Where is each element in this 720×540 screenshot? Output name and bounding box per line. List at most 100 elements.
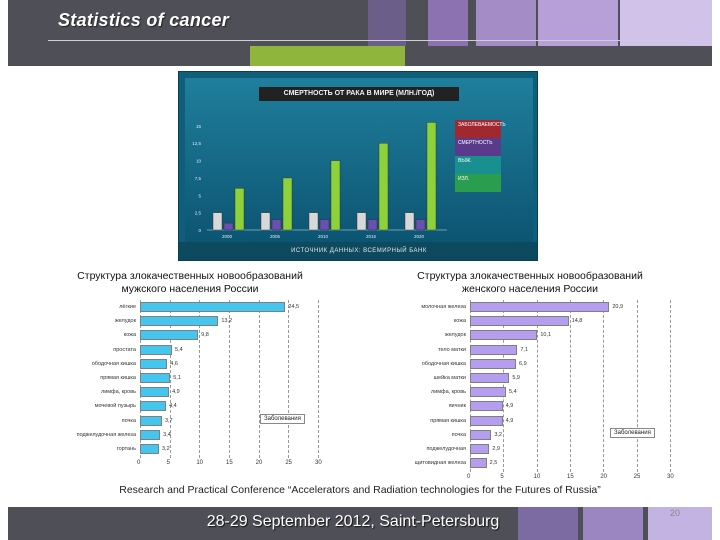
bar-value-label: 5,4 [509,389,517,396]
x-tick-label: 20 [255,460,263,467]
bar-category-label: шейка матки [433,375,466,381]
main-chart-legend: ЗАБОЛЕВАЕМОСТЬ СМЕРТНОСТЬ ВЫЖ. ИЗЛ. [455,120,506,192]
y-tick-label: 12,5 [192,141,201,146]
x-tick-label: 5 [500,474,504,481]
bar-category-label: ободочная кишка [91,360,136,367]
bar [140,429,161,440]
x-tick-label: 25 [633,474,641,481]
x-tick-label: 5 [166,460,170,467]
bar-category-label: гортань [116,446,136,452]
header-band: Statistics of cancer [8,0,712,66]
y-tick-label: 0 [198,228,201,233]
gridline [536,300,538,473]
bar [140,330,199,341]
bar-category-label: поджелудочная железа [76,431,136,438]
x-tick-label: 2020 [414,234,425,239]
bar-value-label: 14,8 [571,318,583,325]
x-tick-label: 20 [600,474,608,481]
right-chart-subtitle: Структура злокачественных новообразовани… [417,270,643,295]
main-bar [378,143,389,231]
footer-date: 28-29 September 2012, Saint-Petersburg [206,513,500,530]
bar [470,302,610,312]
bar-value-label: 2,9 [492,446,500,452]
main-bar [260,212,271,231]
bar-value-label: 10,1 [540,332,552,339]
bar [470,316,569,327]
bar-category-label: кожа [123,332,136,339]
bar-value-label: 3,2 [494,431,502,438]
x-tick-label: 2010 [318,234,329,239]
bar [470,415,503,426]
bar-category-label: ободочная кишка [421,360,466,367]
chart-legend: Заболевания [610,428,655,439]
bar-category-label: прямая кишка [100,375,136,381]
female-cancer-chart: 0 5 10 15 20 25 30 молочная железа 20,9 кожа 14,8 ж… [390,300,690,480]
x-tick-label: 2015 [366,234,377,239]
accent-bar [250,46,405,66]
bar [470,373,510,383]
bar-value-label: 3,2 [161,446,170,452]
main-chart-source: ИСТОЧНИК ДАННЫХ: ВСЕМИРНЫЙ БАНК [179,242,537,260]
bar-value-label: 5,9 [512,375,520,381]
main-bar [282,177,293,231]
x-tick-label: 30 [315,460,322,467]
main-bar [223,222,234,231]
bar-category-label: почка [121,417,136,424]
bar-value-label: 24,5 [288,304,300,310]
gridline [258,300,260,459]
bar [140,373,171,383]
bar [140,444,159,454]
bar-category-label: мочевой пузырь [94,403,136,410]
main-bar [234,188,245,231]
legend-item: СМЕРТНОСТЬ [455,138,501,156]
bar [140,401,167,412]
bar-category-label: простата [113,346,136,353]
gridline [503,300,505,473]
bar [470,401,503,412]
bar-category-label: лёгкие [119,304,136,310]
bar [470,458,487,469]
x-tick-label: 2000 [222,234,233,239]
legend-item: ИЗЛ. [455,174,501,192]
main-bar [212,212,223,231]
main-bar [330,160,341,231]
bar-category-label: почка [451,431,466,438]
bar-value-label: 4,9 [505,403,514,410]
main-chart-plot: 0 2,5 5 7,5 10 12,5 15 2000 2005 2010 2015 2020 [192,122,447,239]
main-bar [367,219,378,231]
x-tick-label: 2005 [270,234,281,239]
bar [470,444,490,454]
conference-title: Research and Practical Conference “Accel… [119,484,601,496]
y-tick-label: 7,5 [195,176,202,181]
gridline [288,300,290,459]
bar-category-label: кожа [453,318,466,325]
bar-category-label: поджелудочная [426,446,466,452]
x-tick-label: 15 [567,474,574,481]
gridline [318,300,319,459]
bar [140,302,286,312]
y-tick-label: 15 [196,124,202,129]
main-bar [404,212,415,231]
gridline [636,300,638,473]
bar-category-label: яичник [448,403,466,410]
x-tick-label: 25 [285,460,293,467]
gridline [229,300,230,459]
bar-value-label: 4,9 [172,389,180,396]
male-cancer-chart: 0 5 10 15 20 25 30 лёгкие 24,5 желудок 13,2 кожа 9,8… [50,300,340,470]
main-chart-title: СМЕРТНОСТЬ ОТ РАКА В МИРЕ (МЛН./ГОД) [259,87,459,101]
main-bar [415,219,426,231]
gridline [603,300,605,473]
bar-category-label: прямая кишка [430,417,466,424]
bar-value-label: 5,1 [173,375,181,381]
bar [470,387,506,398]
bar-value-label: 7,1 [520,346,528,353]
bar [470,429,492,440]
bar [470,330,538,341]
x-tick-label: 10 [196,460,204,467]
main-bar [308,212,319,231]
bar-value-label: 2,5 [489,460,498,467]
world-cancer-chart: СМЕРТНОСТЬ ОТ РАКА В МИРЕ (МЛН./ГОД) 0 2,… [178,71,538,261]
bar-value-label: 5,4 [175,346,183,353]
y-tick-label: 2,5 [195,211,202,216]
